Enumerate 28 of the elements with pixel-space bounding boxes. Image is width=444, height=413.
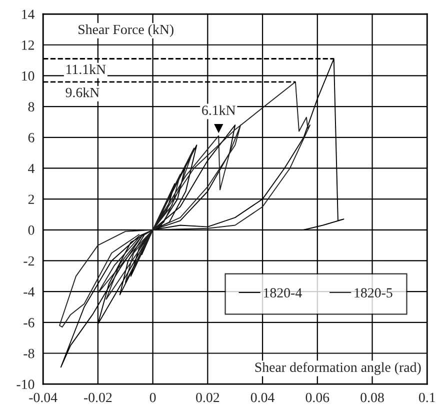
y-tick-label: -10 [16,380,34,390]
y-tick-label: -4 [24,287,35,296]
y-tick-label: -8 [24,348,34,358]
y-tick-label: 2 [28,194,34,204]
x-tick-label: 0 [150,392,156,402]
x-tick-label: 0.04 [250,392,274,402]
annotation: 6.1kN [202,105,236,116]
y-tick-label: 12 [22,40,34,50]
y-tick-label: -6 [24,318,34,328]
y-tick-label: -2 [24,256,34,266]
ref-line-label: 9.6kN [66,87,100,98]
y-tick-label: 6 [28,133,34,142]
y-tick-label: 0 [28,225,34,235]
y-tick-label: 4 [28,164,35,174]
x-tick-label: 0.1 [418,392,435,402]
x-tick-label: -0.04 [29,392,58,402]
x-tick-label: 0.08 [360,392,384,402]
y-tick-label: 14 [22,10,35,19]
x-tick-label: -0.02 [84,392,112,402]
legend-label: 1820-5 [354,288,392,298]
x-axis-title: Shear deformation angle (rad) [255,362,421,375]
legend-label: 1820-4 [264,288,302,298]
x-tick-label: 0.02 [196,392,220,402]
x-tick-label: 0.06 [306,392,330,402]
y-axis-title: Shear Force (kN) [78,24,174,37]
ref-line-label: 11.1kN [66,64,106,74]
y-tick-label: 8 [28,102,34,112]
y-tick-label: 10 [22,71,34,81]
